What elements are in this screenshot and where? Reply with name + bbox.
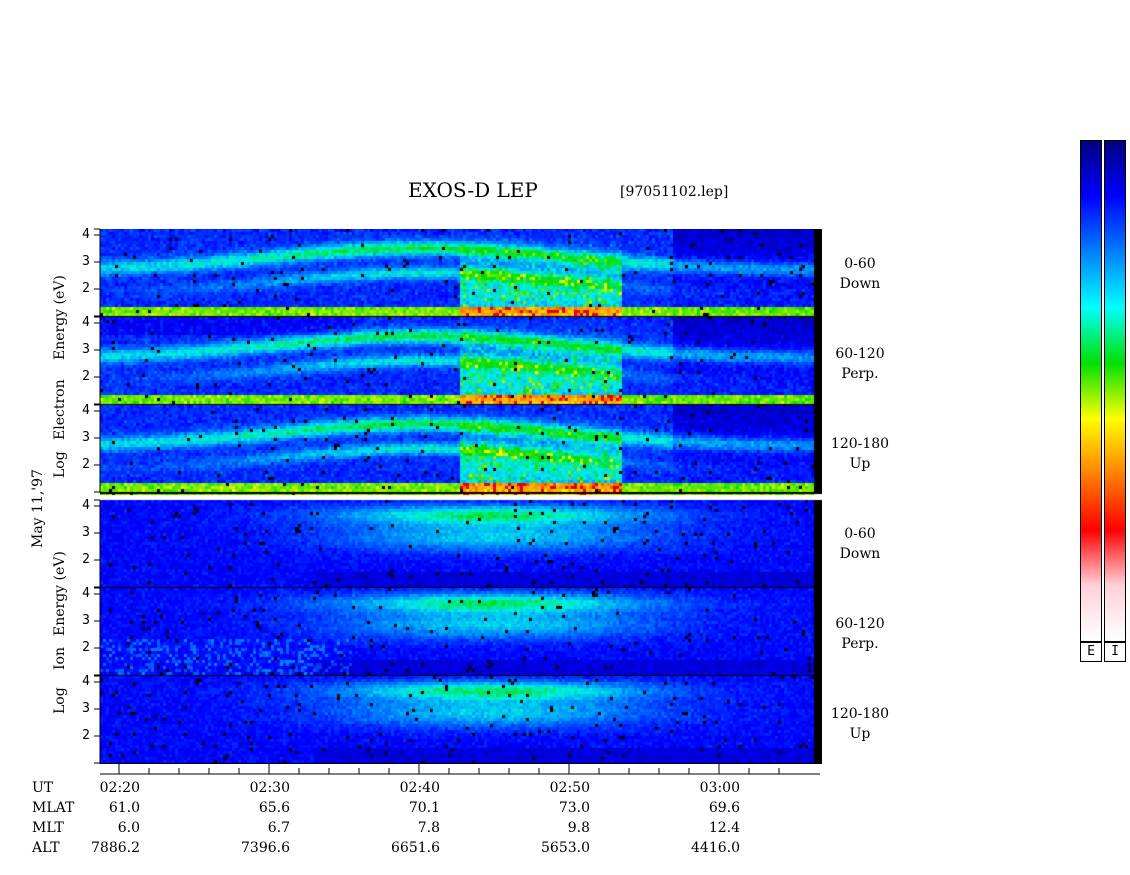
- orbit-value: 9.8: [567, 820, 590, 836]
- y-tick-label: 2: [82, 640, 90, 655]
- y-tick-label: 3: [82, 701, 90, 716]
- y-tick-label: 4: [82, 586, 90, 601]
- orbit-value: 02:30: [249, 780, 290, 796]
- electron-ylabel-3: Energy (eV): [52, 275, 68, 360]
- date-label: May 11,'97: [30, 469, 46, 548]
- orbit-value: 12.4: [708, 820, 740, 836]
- orbit-value: 73.0: [558, 800, 590, 816]
- panel-label-e-down: 0-60 Down: [839, 256, 881, 292]
- colorbar-e-gradient: [1080, 140, 1102, 642]
- y-tick-label: 4: [82, 498, 90, 513]
- y-tick-label: 3: [82, 613, 90, 628]
- orbit-value: 5653.0: [541, 840, 590, 856]
- orbit-value: 61.0: [108, 800, 140, 816]
- y-tick-label: 3: [82, 342, 90, 357]
- orbit-row-label: MLT: [32, 820, 64, 836]
- orbit-value: 6.7: [267, 820, 290, 836]
- ion-ylabel-2: Ion: [52, 647, 68, 670]
- colorbar-e: E: [1080, 140, 1102, 662]
- y-tick-label: 4: [82, 403, 90, 418]
- orbit-value: 02:40: [399, 780, 440, 796]
- y-tick-label: 2: [82, 369, 90, 384]
- electron-ylabel-1: Log: [52, 451, 68, 478]
- y-tick-label: 2: [82, 281, 90, 296]
- orbit-row-label: UT: [32, 780, 54, 796]
- orbit-row-label: ALT: [32, 840, 60, 856]
- orbit-value: 69.6: [708, 800, 740, 816]
- file-label: [97051102.lep]: [620, 184, 729, 200]
- orbit-value: 70.1: [408, 800, 440, 816]
- y-tick-label: 2: [82, 728, 90, 743]
- y-tick-label: 2: [82, 457, 90, 472]
- y-tick-label: 3: [82, 254, 90, 269]
- y-tick-label: 3: [82, 525, 90, 540]
- panel-label-e-up: 120-180 Up: [830, 436, 890, 472]
- y-tick-label: 4: [82, 227, 90, 242]
- colorbar-i-label: I: [1104, 642, 1126, 662]
- orbit-value: 7396.6: [241, 840, 290, 856]
- ion-ylabel-3: Energy (eV): [52, 551, 68, 636]
- colorbar-e-label: E: [1080, 642, 1102, 662]
- y-tick-label: 3: [82, 430, 90, 445]
- orbit-value: 4416.0: [691, 840, 740, 856]
- y-tick-label: 4: [82, 674, 90, 689]
- orbit-value: 7886.2: [91, 840, 140, 856]
- panel-label-i-perp: 60-120 Perp.: [835, 616, 885, 652]
- panel-label-i-up: 120-180 Up: [830, 706, 890, 742]
- chart-title: EXOS-D LEP: [408, 178, 538, 202]
- y-tick-label: 4: [82, 315, 90, 330]
- orbit-row-label: MLAT: [32, 800, 75, 816]
- ion-ylabel-1: Log: [52, 687, 68, 714]
- orbit-value: 03:00: [699, 780, 740, 796]
- colorbar-i-gradient: [1104, 140, 1126, 642]
- panel-label-i-down: 0-60 Down: [839, 526, 881, 562]
- orbit-value: 02:50: [549, 780, 590, 796]
- spectrogram-canvas: [100, 229, 822, 764]
- orbit-value: 6.0: [117, 820, 140, 836]
- orbit-value: 02:20: [99, 780, 140, 796]
- y-tick-label: 2: [82, 552, 90, 567]
- orbit-value: 6651.6: [391, 840, 440, 856]
- orbit-value: 65.6: [258, 800, 290, 816]
- electron-ylabel-2: Electron: [52, 379, 68, 440]
- orbit-value: 7.8: [417, 820, 440, 836]
- panel-label-e-perp: 60-120 Perp.: [835, 346, 885, 382]
- colorbar-i: I: [1104, 140, 1126, 662]
